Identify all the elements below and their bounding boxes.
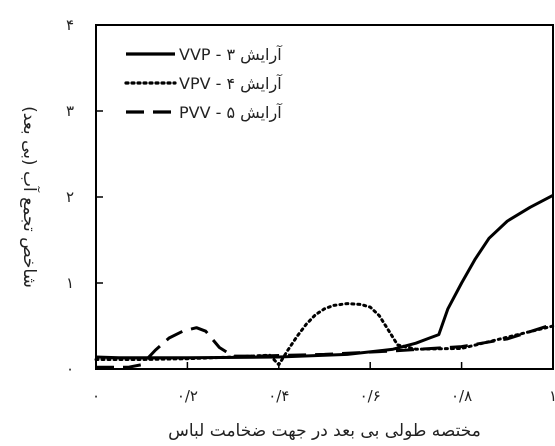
series-line-1 [95,193,554,360]
y-axis-label: شاخص تجمع آب (بی بعد) [19,106,41,288]
x-tick-label: ۰ [92,387,100,405]
x-tick-label: ۰/۸ [451,387,472,405]
legend-label: آرایش ۳ - VVP [179,45,283,65]
y-tick-label: ۱ [66,274,74,292]
x-tick-label: ۰/۶ [360,387,381,405]
y-tick-label: ۲ [66,188,74,206]
plot-frame [95,24,554,370]
x-tick-label: ۰/۴ [268,387,289,405]
x-axis-label: مختصه طولی بی بعد در جهت ضخامت لباس [168,421,481,441]
y-tick-label: ۳ [66,102,74,120]
legend-label: آرایش ۵ - PVV [179,103,283,123]
x-tick-label: ۱ [549,387,555,405]
legend-label: آرایش ۴ - VPV [179,74,283,94]
x-tick-label: ۰/۲ [177,387,198,405]
y-tick-label: ۴ [66,16,74,34]
y-tick-label: ۰ [66,360,74,378]
series-line-3 [96,322,554,369]
